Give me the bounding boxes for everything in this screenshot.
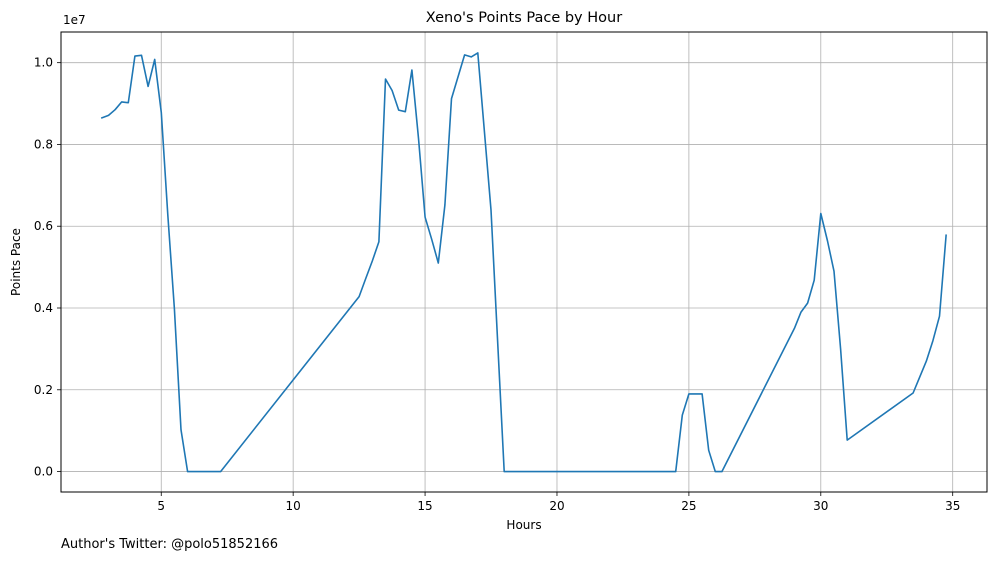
x-tick-label: 5 <box>157 499 165 513</box>
author-twitter-note: Author's Twitter: @polo51852166 <box>61 537 279 552</box>
y-tick-label: 0.6 <box>34 219 53 233</box>
chart-title: Xeno's Points Pace by Hour <box>426 10 622 26</box>
x-axis-label: Hours <box>506 518 541 532</box>
x-axis-ticks: 5 10 15 20 25 30 35 <box>157 492 960 513</box>
y-tick-label: 0.2 <box>34 383 53 397</box>
y-axis-ticks: 0.0 0.2 0.4 0.6 0.8 1.0 <box>34 56 61 479</box>
y-tick-label: 0.0 <box>34 465 53 479</box>
x-tick-label: 15 <box>417 499 432 513</box>
y-tick-label: 0.4 <box>34 301 53 315</box>
x-tick-label: 35 <box>945 499 960 513</box>
x-tick-label: 30 <box>813 499 828 513</box>
series-line <box>100 52 947 473</box>
series-layer <box>100 52 947 473</box>
grid-lines <box>61 32 987 492</box>
y-tick-label: 0.8 <box>34 137 53 151</box>
x-tick-label: 25 <box>681 499 696 513</box>
x-tick-label: 20 <box>549 499 564 513</box>
y-axis-offset-label: 1e7 <box>63 13 86 27</box>
y-tick-label: 1.0 <box>34 56 53 70</box>
plot-frame <box>60 31 988 493</box>
x-tick-label: 10 <box>286 499 301 513</box>
y-axis-label: Points Pace <box>9 228 23 296</box>
